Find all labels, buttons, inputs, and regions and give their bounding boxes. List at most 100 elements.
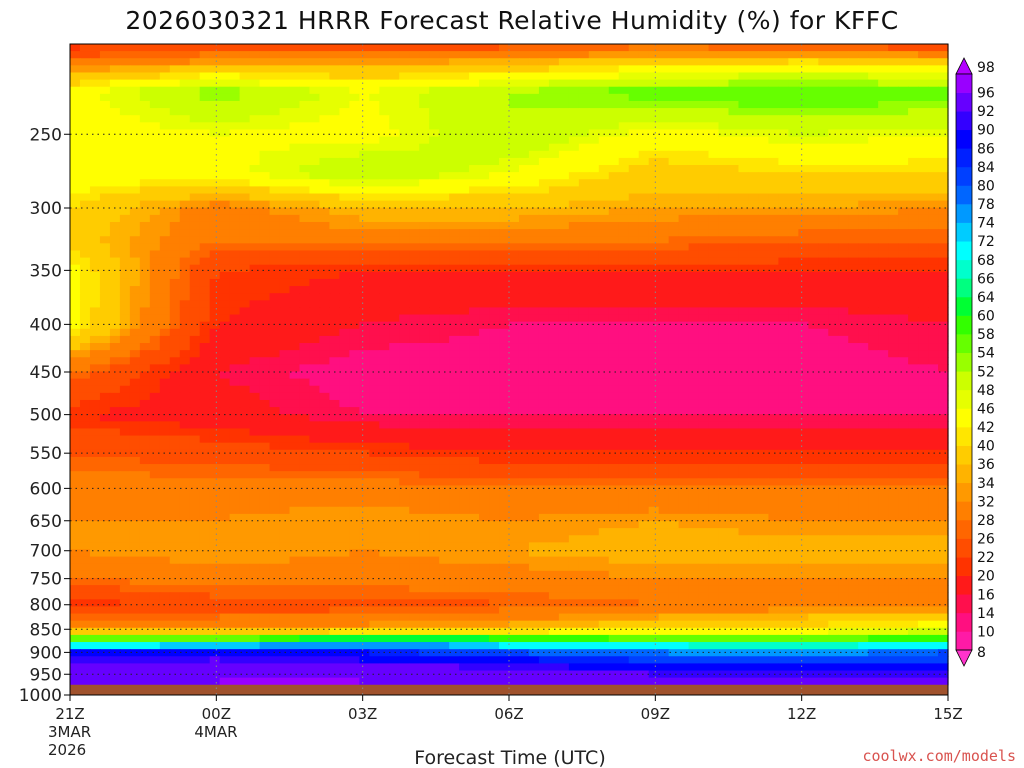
rh-cell	[688, 293, 700, 301]
rh-cell	[239, 129, 251, 138]
rh-cell	[898, 335, 909, 344]
rh-cell	[878, 257, 889, 266]
rh-cell	[748, 72, 760, 81]
rh-cell	[628, 207, 640, 216]
rh-cell	[139, 65, 151, 74]
rh-cell	[528, 392, 540, 401]
rh-cell	[538, 371, 550, 380]
rh-cell	[189, 65, 201, 74]
rh-cell	[289, 136, 301, 145]
rh-cell	[289, 293, 301, 301]
rh-cell	[299, 378, 311, 387]
rh-cell	[139, 243, 151, 252]
rh-cell	[748, 100, 760, 109]
rh-cell	[758, 399, 770, 408]
rh-cell	[309, 321, 321, 330]
rh-cell	[339, 157, 350, 166]
rh-cell	[528, 136, 540, 145]
rh-cell	[319, 421, 331, 430]
rh-cell	[399, 51, 410, 59]
rh-cell	[319, 378, 331, 387]
rh-cell	[798, 150, 809, 159]
rh-cell	[878, 428, 889, 437]
rh-cell	[479, 93, 490, 102]
rh-cell	[399, 371, 410, 380]
rh-cell	[479, 86, 490, 95]
rh-cell	[808, 364, 819, 373]
rh-cell	[289, 179, 301, 187]
rh-cell	[299, 271, 311, 280]
rh-cell	[918, 214, 929, 223]
rh-cell	[758, 421, 770, 430]
rh-cell	[99, 129, 111, 138]
rh-cell	[499, 157, 510, 166]
rh-cell	[868, 250, 879, 259]
rh-cell	[509, 58, 520, 66]
rh-cell	[688, 328, 700, 337]
rh-cell	[189, 343, 201, 351]
rh-cell	[868, 172, 879, 180]
rh-cell	[928, 172, 939, 180]
rh-cell	[279, 343, 291, 351]
rh-cell	[888, 264, 899, 273]
rh-cell	[429, 72, 440, 81]
rh-cell	[898, 58, 909, 66]
rh-cell	[788, 100, 799, 109]
rh-cell	[628, 150, 640, 159]
rh-cell	[728, 335, 740, 344]
rh-cell	[329, 271, 340, 280]
rh-cell	[728, 108, 740, 116]
rh-cell	[858, 108, 869, 116]
rh-cell	[668, 179, 680, 187]
rh-cell	[299, 221, 311, 230]
rh-cell	[718, 385, 730, 394]
rh-cell	[289, 221, 301, 230]
rh-cell	[439, 172, 450, 180]
rh-cell	[409, 165, 420, 173]
rh-cell	[439, 421, 450, 430]
rh-cell	[718, 414, 730, 422]
rh-cell	[698, 143, 710, 152]
rh-cell	[698, 44, 710, 52]
rh-cell	[838, 51, 849, 59]
rh-cell	[189, 179, 201, 187]
rh-cell	[159, 93, 171, 102]
rh-cell	[748, 186, 760, 195]
rh-cell	[518, 278, 530, 287]
rh-cell	[289, 193, 301, 202]
rh-cell	[728, 300, 740, 309]
rh-cell	[828, 221, 839, 230]
rh-cell	[369, 221, 380, 230]
rh-cell	[369, 421, 380, 430]
rh-cell	[788, 58, 799, 66]
rh-cell	[908, 392, 919, 401]
rh-cell	[618, 407, 630, 415]
rh-cell	[568, 357, 580, 365]
rh-cell	[399, 321, 410, 330]
rh-cell	[409, 193, 420, 202]
rh-cell	[758, 129, 770, 138]
rh-cell	[399, 364, 410, 373]
rh-cell	[469, 300, 480, 309]
rh-cell	[638, 100, 650, 109]
rh-cell	[578, 286, 590, 294]
rh-cell	[928, 300, 939, 309]
rh-cell	[189, 108, 201, 116]
rh-cell	[648, 179, 660, 187]
rh-cell	[299, 442, 311, 451]
rh-cell	[199, 321, 211, 330]
rh-cell	[628, 200, 640, 209]
rh-cell	[538, 414, 550, 422]
rh-cell	[678, 286, 690, 294]
rh-cell	[79, 314, 91, 323]
rh-cell	[279, 186, 291, 195]
rh-cell	[199, 350, 211, 358]
rh-cell	[938, 122, 949, 131]
rh-cell	[908, 86, 919, 95]
rh-cell	[249, 79, 261, 88]
rh-cell	[728, 328, 740, 337]
rh-cell	[848, 136, 859, 145]
rh-cell	[778, 65, 789, 74]
rh-cell	[658, 108, 670, 116]
rh-cell	[259, 350, 271, 358]
